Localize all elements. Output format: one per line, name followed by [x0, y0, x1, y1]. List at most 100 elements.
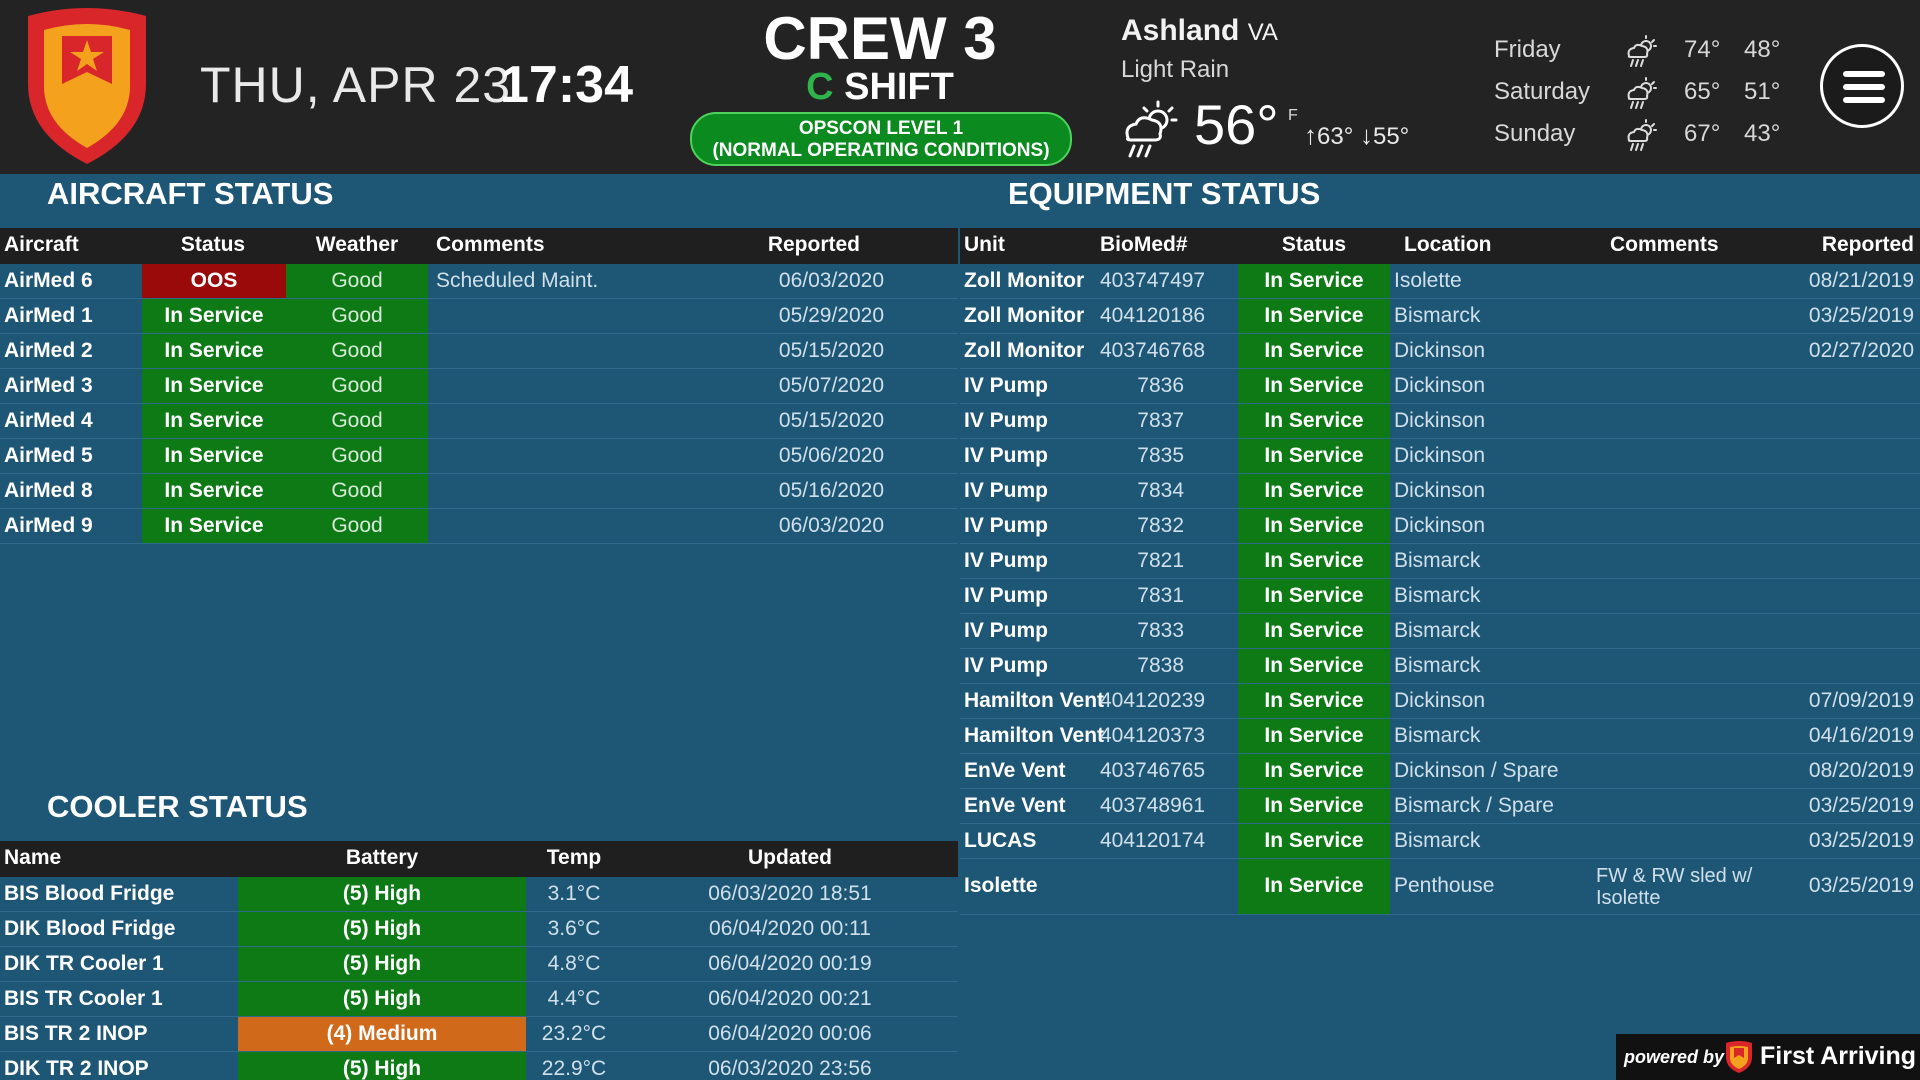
table-row[interactable]: IV Pump 7821 In Service Bismarck	[960, 544, 1920, 579]
low-temp: 55°	[1372, 123, 1410, 150]
table-row[interactable]: BIS TR Cooler 1 (5) High 4.4°C 06/04/2020 0…	[0, 982, 958, 1017]
reported-date: 03/25/2019	[1808, 874, 1914, 897]
location: Bismarck	[1394, 304, 1481, 327]
updated-time: 06/04/2020 00:21	[708, 987, 872, 1010]
table-row[interactable]: Zoll Monitor 403747497 In Service Isolette 0…	[960, 264, 1920, 299]
biomed-number: 404120373	[1100, 724, 1206, 747]
biomed-number: 7833	[1137, 619, 1184, 642]
status-badge: In Service	[1238, 404, 1390, 438]
reported-date: 04/16/2019	[1808, 724, 1914, 747]
updated-time: 06/04/2020 00:06	[708, 1022, 872, 1045]
menu-button[interactable]	[1820, 44, 1904, 128]
table-row[interactable]: IV Pump 7833 In Service Bismarck	[960, 614, 1920, 649]
col-battery: Battery	[345, 846, 419, 869]
biomed-number: 7834	[1137, 479, 1184, 502]
aircraft-status-title: AIRCRAFT STATUS	[47, 176, 334, 211]
rain-cloud-sun-icon	[1627, 35, 1657, 67]
col-reported: Reported	[767, 233, 860, 256]
table-row[interactable]: IV Pump 7831 In Service Bismarck	[960, 579, 1920, 614]
table-row[interactable]: AirMed 6 OOS Good Scheduled Maint. 06/03/202…	[0, 264, 958, 299]
top-bar: THU, APR 23 17:34 CREW 3 C SHIFT OPSCON …	[0, 0, 1920, 174]
table-row[interactable]: DIK Blood Fridge (5) High 3.6°C 06/04/2020 …	[0, 912, 958, 947]
forecast-high: 67°	[1684, 120, 1721, 147]
weather-location: Ashland VA	[1121, 14, 1278, 48]
weather-status: Good	[286, 474, 428, 508]
biomed-number: 403748961	[1100, 794, 1206, 817]
table-row[interactable]: AirMed 9 In Service Good 06/03/2020	[0, 509, 958, 544]
reported-date: 06/03/2020	[778, 514, 884, 537]
unit-name: IV Pump	[964, 514, 1049, 537]
aircraft-name: AirMed 5	[4, 444, 93, 467]
aircraft-name: AirMed 1	[4, 304, 93, 327]
table-row[interactable]: EnVe Vent 403746765 In Service Dickinson / …	[960, 754, 1920, 789]
table-row[interactable]: AirMed 2 In Service Good 05/15/2020	[0, 334, 958, 369]
table-row[interactable]: LUCAS 404120174 In Service Bismarck 03/25/20…	[960, 824, 1920, 859]
unit-name: IV Pump	[964, 549, 1049, 572]
comments: Scheduled Maint.	[436, 269, 599, 292]
comments: FW & RW sled w/Isolette	[1596, 859, 1752, 914]
table-row[interactable]: BIS Blood Fridge (5) High 3.1°C 06/03/2020 …	[0, 877, 958, 912]
unit-name: IV Pump	[964, 374, 1049, 397]
unit-name: Zoll Monitor	[964, 339, 1085, 362]
biomed-number: 7821	[1137, 549, 1184, 572]
biomed-number: 403746765	[1100, 759, 1206, 782]
table-row[interactable]: IV Pump 7835 In Service Dickinson	[960, 439, 1920, 474]
table-row[interactable]: DIK TR 2 INOP (5) High 22.9°C 06/03/2020 23…	[0, 1052, 958, 1080]
status-badge: In Service	[1238, 264, 1390, 298]
forecast-high: 65°	[1684, 78, 1721, 105]
status-badge: In Service	[1238, 684, 1390, 718]
temperature: 4.4°C	[547, 987, 601, 1010]
table-row[interactable]: AirMed 5 In Service Good 05/06/2020	[0, 439, 958, 474]
table-row[interactable]: IV Pump 7834 In Service Dickinson	[960, 474, 1920, 509]
status-badge: In Service	[1238, 474, 1390, 508]
status-badge: In Service	[1238, 299, 1390, 333]
equipment-table-header: Unit BioMed# Status Location Comments Re…	[960, 228, 1920, 264]
battery-level: (5) High	[238, 982, 526, 1016]
powered-by-badge[interactable]: powered by First Arriving	[1616, 1034, 1920, 1080]
table-row[interactable]: AirMed 1 In Service Good 05/29/2020	[0, 299, 958, 334]
table-row[interactable]: Zoll Monitor 403746768 In Service Dickinson…	[960, 334, 1920, 369]
table-row[interactable]: EnVe Vent 403748961 In Service Bismarck / S…	[960, 789, 1920, 824]
biomed-number: 404120186	[1100, 304, 1206, 327]
table-row[interactable]: BIS TR 2 INOP (4) Medium 23.2°C 06/04/2020 …	[0, 1017, 958, 1052]
table-row[interactable]: DIK TR Cooler 1 (5) High 4.8°C 06/04/2020 0…	[0, 947, 958, 982]
table-row[interactable]: IV Pump 7832 In Service Dickinson	[960, 509, 1920, 544]
col-location: Location	[1404, 233, 1492, 256]
table-row[interactable]: Zoll Monitor 404120186 In Service Bismarck 0…	[960, 299, 1920, 334]
table-row[interactable]: Hamilton Vent 404120239 In Service Dickinso…	[960, 684, 1920, 719]
status-badge: In Service	[1238, 439, 1390, 473]
updated-time: 06/04/2020 00:11	[709, 917, 871, 940]
rain-cloud-sun-icon	[1627, 119, 1657, 151]
forecast-day-name: Sunday	[1494, 120, 1576, 147]
equipment-status-title: EQUIPMENT STATUS	[1008, 176, 1321, 211]
col-comments: Comments	[1610, 233, 1719, 256]
table-row[interactable]: IV Pump 7836 In Service Dickinson	[960, 369, 1920, 404]
forecast-high: 74°	[1684, 36, 1721, 63]
status-badge: In Service	[1238, 649, 1390, 683]
location: Bismarck	[1394, 549, 1481, 572]
opscon-level: OPSCON LEVEL 1	[798, 118, 964, 139]
status-badge: In Service	[1238, 369, 1390, 403]
table-row[interactable]: IV Pump 7837 In Service Dickinson	[960, 404, 1920, 439]
table-row[interactable]: AirMed 4 In Service Good 05/15/2020	[0, 404, 958, 439]
hamburger-icon	[1843, 97, 1885, 103]
status-badge: In Service	[142, 439, 286, 473]
col-updated: Updated	[748, 846, 832, 869]
table-row[interactable]: Hamilton Vent 404120373 In Service Bismarck…	[960, 719, 1920, 754]
unit-name: Zoll Monitor	[964, 304, 1085, 327]
unit-name: IV Pump	[964, 479, 1049, 502]
table-row[interactable]: IV Pump 7838 In Service Bismarck	[960, 649, 1920, 684]
reported-date	[1740, 649, 1914, 683]
unit-name: Hamilton Vent	[964, 724, 1105, 747]
battery-level: (4) Medium	[238, 1017, 526, 1051]
unit-name: Zoll Monitor	[964, 269, 1085, 292]
temperature-unit: F	[1288, 107, 1298, 124]
col-temp: Temp	[546, 846, 602, 869]
reported-date	[1740, 544, 1914, 578]
table-row[interactable]: AirMed 8 In Service Good 05/16/2020	[0, 474, 958, 509]
table-row[interactable]: AirMed 3 In Service Good 05/07/2020	[0, 369, 958, 404]
table-row[interactable]: Isolette In Service Penthouse FW & RW sled …	[960, 859, 1920, 915]
comments-line: FW & RW sled w/	[1596, 865, 1753, 887]
temperature: 3.1°C	[547, 882, 601, 905]
reported-date	[1740, 579, 1914, 613]
